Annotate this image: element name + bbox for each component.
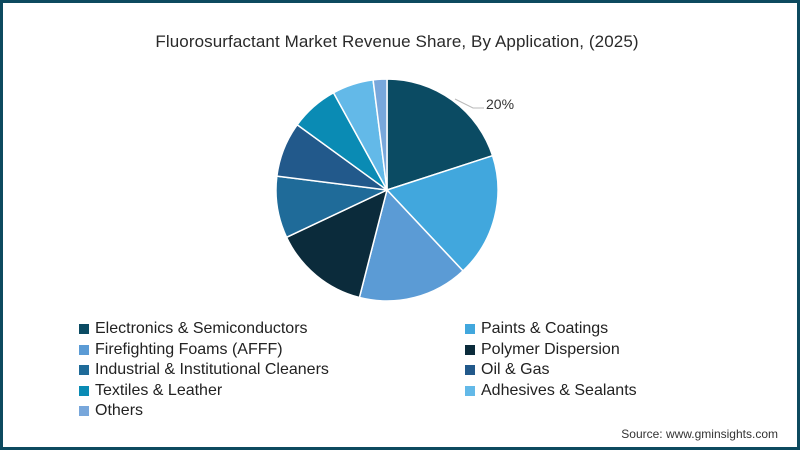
legend-item[interactable]: Adhesives & Sealants	[465, 381, 637, 401]
legend-swatch-icon	[465, 365, 475, 375]
chart-title: Fluorosurfactant Market Revenue Share, B…	[155, 32, 639, 51]
legend-swatch-icon	[79, 385, 89, 396]
legend-swatch-icon	[79, 406, 89, 416]
legend-label: Electronics & Semiconductors	[95, 320, 308, 337]
legend-label: Industrial & Institutional Cleaners	[95, 361, 329, 378]
legend-item[interactable]: Electronics & Semiconductors	[79, 319, 308, 339]
legend-swatch-icon	[79, 324, 89, 334]
data-label-electronics: 20%	[486, 96, 515, 112]
legend-item[interactable]: Oil & Gas	[465, 360, 549, 380]
legend-label: Paints & Coatings	[481, 320, 609, 337]
legend-label: Polymer Dispersion	[481, 340, 620, 358]
legend-item[interactable]: Others	[79, 401, 143, 421]
pie-slices	[275, 78, 499, 302]
data-label-leader-line	[454, 98, 484, 109]
pie-slice-electronics-semiconductors	[386, 78, 494, 191]
pie-slice-paints-coatings	[386, 154, 499, 272]
legend-label: Firefighting Foams (AFFF)	[95, 340, 283, 358]
legend-swatch-icon	[465, 324, 475, 334]
legend-swatch-icon	[79, 365, 89, 375]
legend: Electronics & Semiconductors Paints & Coa…	[3, 3, 800, 453]
legend-label: Adhesives & Sealants	[481, 381, 637, 399]
legend-item[interactable]: Firefighting Foams (AFFF)	[79, 340, 283, 360]
legend-item[interactable]: Industrial & Institutional Cleaners	[79, 360, 329, 380]
legend-item[interactable]: Polymer Dispersion	[465, 340, 620, 360]
source-note: Source: www.gminsights.com	[621, 427, 778, 441]
legend-label: Oil & Gas	[481, 361, 550, 378]
legend-item[interactable]: Textiles & Leather	[79, 381, 222, 401]
legend-swatch-icon	[79, 344, 89, 355]
pie-chart	[275, 78, 499, 302]
legend-label: Textiles & Leather	[95, 381, 223, 399]
pie-slice-others	[372, 78, 388, 191]
pie-slice-firefighting-foams-afff	[358, 189, 464, 302]
legend-label: Others	[95, 402, 144, 419]
legend-swatch-icon	[465, 344, 475, 355]
pie-slice-polymer-dispersion	[285, 189, 388, 299]
legend-swatch-icon	[465, 385, 475, 396]
legend-item[interactable]: Paints & Coatings	[465, 319, 608, 339]
